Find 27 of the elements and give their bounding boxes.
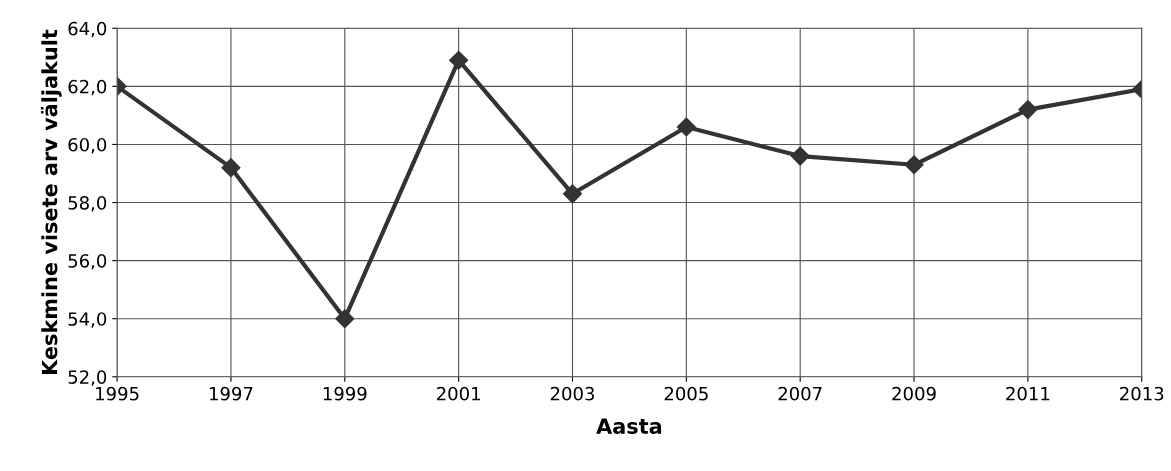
- x-tick-label: 2007: [778, 386, 822, 401]
- point: [449, 50, 469, 70]
- x-axis-title: Aasta: [596, 418, 662, 435]
- point: [221, 158, 241, 178]
- point: [1018, 100, 1038, 120]
- x-tick-label: 2005: [664, 386, 708, 401]
- x-tick-label: 2011: [1006, 386, 1050, 401]
- x-tick-label: 2003: [550, 386, 595, 401]
- point: [676, 117, 696, 137]
- y-axis-title: Keskmine visete arv väljakult: [41, 29, 62, 374]
- x-tick-label: 2009: [892, 386, 936, 401]
- point: [790, 146, 810, 166]
- x-tick-label: 1995: [96, 386, 139, 401]
- point: [904, 155, 924, 175]
- y-tick-label: 62,0: [68, 79, 107, 96]
- x-tick-label: 1999: [323, 386, 367, 401]
- y-tick-label: 56,0: [68, 254, 107, 270]
- y-tick-label: 52,0: [68, 370, 107, 386]
- x-tick-label: 2013: [1120, 386, 1164, 401]
- point: [562, 184, 583, 204]
- x-tick-label: 2001: [436, 386, 480, 401]
- y-tick-label: 60,0: [68, 137, 107, 154]
- y-tick-label: 54,0: [68, 312, 107, 328]
- y-tick-label: 64,0: [68, 21, 107, 38]
- x-tick-label: 1997: [209, 386, 253, 401]
- point: [335, 309, 355, 329]
- y-tick-label: 58,0: [68, 195, 107, 212]
